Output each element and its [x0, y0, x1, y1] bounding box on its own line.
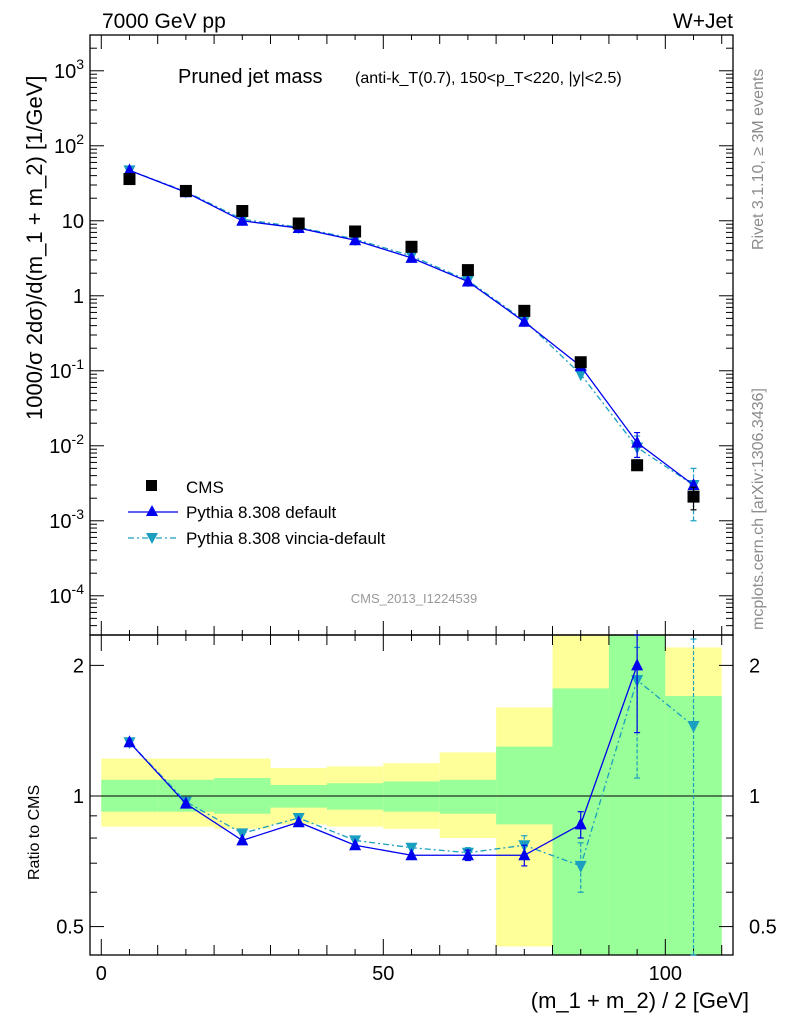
ratio-pythia-default-point — [631, 658, 644, 671]
main-pythia-vincia-line — [129, 169, 694, 486]
main-pythia-default-point — [123, 163, 136, 176]
mcplots-label: mcplots.cern.ch [arXiv:1306.3436] — [750, 388, 767, 630]
ratio-axis-ticks: 0.5 0.5 1 1 2 2 0 50 100 — [56, 635, 777, 985]
legend-marker-cms — [146, 480, 157, 491]
x-tick-label: 50 — [372, 963, 394, 985]
main-series-layer — [123, 163, 700, 522]
main-cms-point — [574, 356, 587, 369]
ratio-y-tick-label-right: 0.5 — [749, 917, 777, 939]
main-pythia-vincia-point — [574, 369, 587, 382]
main-cms-point — [349, 225, 362, 238]
plot-title-cuts: (anti-k_T(0.7), 150<p_T<220, |y|<2.5) — [355, 70, 622, 87]
ratio-pythia-default-point — [518, 848, 531, 861]
main-cms-point — [461, 264, 474, 277]
ratio-y-tick-label-right: 2 — [749, 655, 760, 677]
x-axis-title: (m_1 + m_2) / 2 [GeV] — [531, 988, 749, 1013]
y-tick-label: 10-1 — [49, 356, 84, 383]
legend-label-pythia-vincia: Pythia 8.308 vincia-default — [186, 529, 386, 548]
ratio-axis-title: Ratio to CMS — [26, 785, 43, 880]
main-cms-point — [292, 217, 305, 230]
ratio-pythia-default-line — [129, 665, 638, 856]
main-axis-ticks: 10-4 10-3 10-2 10-1 1 10 102 103 — [49, 34, 733, 636]
legend-marker-pythia-default — [146, 505, 158, 516]
y-tick-label: 10-4 — [49, 581, 84, 608]
x-tick-label: 100 — [649, 963, 682, 985]
energy-label: 7000 GeV pp — [102, 10, 226, 33]
ratio-y-tick-label-right: 1 — [749, 786, 760, 808]
y-tick-label: 103 — [54, 56, 84, 83]
ratio-y-tick-label: 0.5 — [56, 917, 84, 939]
main-cms-point — [687, 490, 700, 503]
x-tick-label: 0 — [96, 963, 107, 985]
ratio-pythia-default-point — [574, 817, 587, 830]
ratio-series-layer — [123, 634, 700, 956]
main-pythia-default-point — [349, 233, 362, 246]
main-cms-point — [236, 205, 249, 218]
main-cms-point — [405, 240, 418, 253]
y-tick-label: 102 — [54, 131, 84, 158]
legend-label-cms: CMS — [186, 478, 224, 497]
y-tick-label: 1 — [73, 286, 84, 308]
ratio-pythia-default-point — [292, 815, 305, 828]
legend-label-pythia-default: Pythia 8.308 default — [186, 503, 337, 522]
ratio-y-tick-label: 1 — [73, 786, 84, 808]
band-stat-7 — [496, 746, 553, 825]
rivet-version-label: Rivet 3.1.10, ≥ 3M events — [750, 69, 767, 250]
band-stat-5 — [383, 781, 440, 812]
process-label: W+Jet — [673, 10, 733, 33]
main-cms-point — [179, 184, 192, 197]
main-pythia-default-point — [631, 435, 644, 448]
main-pythia-default-point — [518, 314, 531, 327]
ratio-pythia-default-point — [405, 848, 418, 861]
ratio-pythia-default-point — [236, 833, 249, 846]
ratio-pythia-default-point — [349, 838, 362, 851]
main-pythia-default-point — [405, 250, 418, 263]
y-tick-label: 10-2 — [49, 431, 84, 458]
y-tick-label: 10 — [62, 211, 84, 233]
ratio-pythia-vincia-point — [574, 860, 587, 873]
band-stat-6 — [439, 779, 497, 814]
plot-title-main: Pruned jet mass — [178, 66, 323, 88]
legend-marker-pythia-vincia — [146, 533, 158, 544]
analysis-watermark: CMS_2013_I1224539 — [351, 591, 478, 606]
y-axis-title: 1000/σ 2dσ)/d(m_1 + m_2) [1/GeV] — [22, 76, 47, 421]
ratio-pythia-vincia-point — [687, 720, 700, 733]
main-cms-point — [123, 173, 136, 186]
main-cms-point — [631, 459, 644, 472]
main-pythia-default-line — [129, 169, 694, 486]
ratio-pythia-default-point — [461, 848, 474, 861]
main-pythia-default-point — [461, 274, 474, 287]
legend: CMS Pythia 8.308 default Pythia 8.308 vi… — [128, 478, 386, 548]
band-total-7 — [496, 707, 553, 947]
main-cms-point — [518, 304, 531, 317]
ratio-pythia-default-point — [179, 796, 192, 809]
ratio-uncertainty-bands — [90, 635, 733, 955]
main-pythia-default-point — [236, 213, 249, 226]
ratio-y-tick-label: 2 — [73, 655, 84, 677]
y-tick-label: 10-3 — [49, 506, 84, 533]
ratio-pythia-default-point — [123, 735, 136, 748]
